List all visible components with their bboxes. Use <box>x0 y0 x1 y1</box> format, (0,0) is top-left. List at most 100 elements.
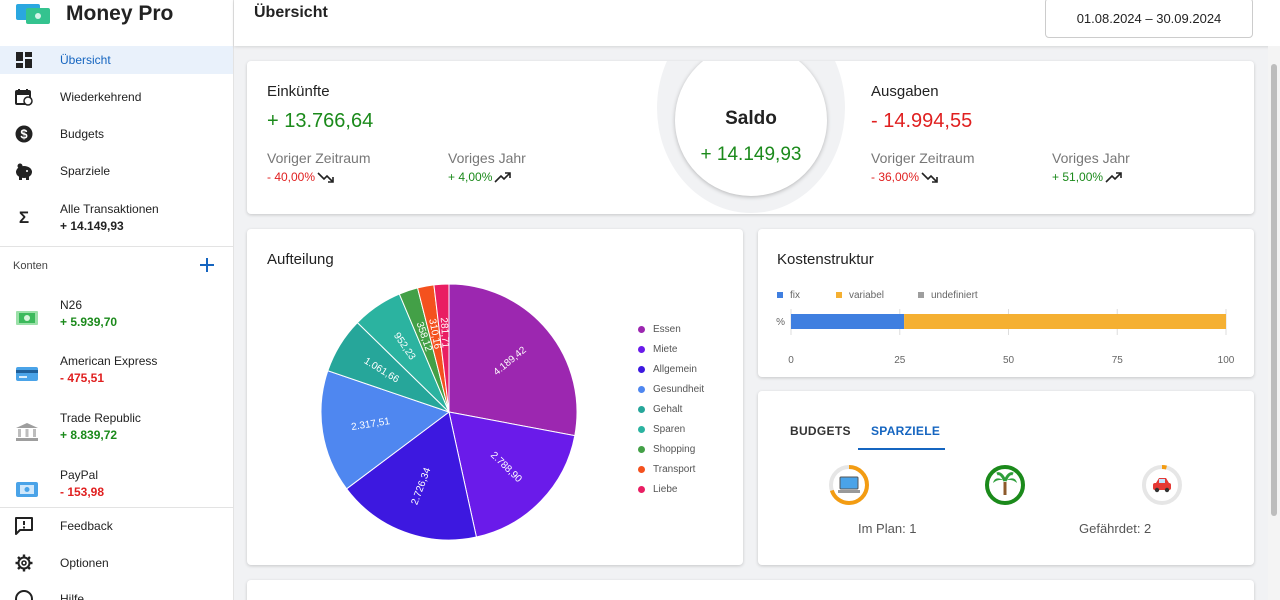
nav-item-overview[interactable]: Übersicht <box>0 46 233 74</box>
legend-swatch <box>638 366 645 373</box>
nav-item-recurring[interactable]: Wiederkehrend <box>0 84 233 110</box>
income-prev-year-change: + 4,00% <box>448 170 512 184</box>
account-balance: - 475,51 <box>60 371 105 385</box>
bar-segment-fix[interactable] <box>791 314 905 329</box>
pie-slice-allgemein[interactable] <box>345 411 478 541</box>
expenses-title: Ausgaben <box>871 83 939 100</box>
brand[interactable]: Money Pro <box>16 0 173 40</box>
dashboard-icon <box>14 50 34 70</box>
legend-label: Shopping <box>653 444 696 455</box>
y-category-label: % <box>776 317 785 328</box>
nav-item-help[interactable]: Hilfe <box>0 586 233 600</box>
scrollbar-thumb[interactable] <box>1271 64 1277 516</box>
account-name: N26 <box>60 298 83 312</box>
legend-item-miete[interactable]: Miete <box>638 344 677 355</box>
income-title: Einkünfte <box>267 83 330 100</box>
goals-card: BUDGETS SPARZIELE Im Plan: 1 Gefährdet: … <box>758 391 1254 565</box>
legend-item-gehalt[interactable]: Gehalt <box>638 404 682 415</box>
legend-item-essen[interactable]: Essen <box>638 324 681 335</box>
next-card <box>247 580 1254 600</box>
wallet-icon <box>16 480 38 497</box>
account-balance: - 153,98 <box>60 485 105 499</box>
legend-item-transport[interactable]: Transport <box>638 464 695 475</box>
nav-label: Feedback <box>60 519 113 533</box>
on-plan-count: Im Plan: 1 <box>858 521 917 536</box>
legend-item-shopping[interactable]: Shopping <box>638 444 695 455</box>
pie-slice-essen[interactable] <box>448 283 578 437</box>
top-bar: Übersicht 01.08.2024 – 30.09.2024 <box>234 0 1280 46</box>
plus-icon <box>200 258 214 272</box>
date-range-picker[interactable]: 01.08.2024 – 30.09.2024 <box>1045 0 1253 38</box>
x-tick-label: 25 <box>894 355 906 366</box>
dollar-circle-icon: $ <box>14 124 34 144</box>
svg-text:$: $ <box>20 127 28 142</box>
legend-label: Allgemein <box>653 364 697 375</box>
expenses-prev-year-label: Voriges Jahr <box>1052 150 1130 166</box>
divider <box>0 246 233 247</box>
account-name: PayPal <box>60 468 99 482</box>
goal-ring-progress[interactable] <box>829 465 869 505</box>
account-american-express[interactable]: American Express - 475,51 <box>0 346 233 402</box>
nav-label: Sparziele <box>60 164 111 178</box>
nav-item-all-transactions[interactable]: Σ Alle Transaktionen + 14.149,93 <box>0 196 233 236</box>
nav-item-options[interactable]: Optionen <box>0 550 233 576</box>
pie-slice-liebe[interactable] <box>433 283 450 413</box>
change-value: + 4,00% <box>448 170 493 184</box>
palm-tree-icon <box>993 472 1017 495</box>
legend-swatch <box>638 446 645 453</box>
nav-item-savings[interactable]: Sparziele <box>0 158 233 184</box>
nav-item-budgets[interactable]: $ Budgets <box>0 121 233 147</box>
balance-amount: + 14.149,93 <box>700 144 802 165</box>
legend-swatch <box>638 466 645 473</box>
cost-structure-chart: fix variabel undefiniert 0 25 50 75 100% <box>776 290 1235 366</box>
divider <box>0 507 233 508</box>
account-n26[interactable]: N26 + 5.939,70 <box>0 290 233 346</box>
trending-down-icon <box>317 172 334 183</box>
nav-item-feedback[interactable]: Feedback <box>0 513 233 539</box>
tab-budgets[interactable]: BUDGETS <box>790 424 851 438</box>
legend-label-undefiniert: undefiniert <box>931 290 978 301</box>
goal-ring-progress[interactable] <box>1142 465 1182 505</box>
sigma-icon: Σ <box>18 208 30 227</box>
x-tick-label: 50 <box>1003 355 1015 366</box>
account-name: American Express <box>60 354 158 368</box>
goal-ring-progress[interactable] <box>985 465 1025 505</box>
expenses-prev-period-change: - 36,00% <box>871 170 939 184</box>
all-transactions-total: + 14.149,93 <box>60 219 124 233</box>
bar-segment-variabel[interactable] <box>904 314 1226 329</box>
accounts-header: Konten <box>13 260 48 272</box>
legend-item-allgemein[interactable]: Allgemein <box>638 364 697 375</box>
trending-up-icon <box>494 172 512 183</box>
pie-slice-gesundheit[interactable] <box>320 370 451 490</box>
trending-down-icon <box>921 172 938 183</box>
nav-label: Budgets <box>60 127 105 141</box>
legend-swatch <box>638 486 645 493</box>
legend-item-gesundheit[interactable]: Gesundheit <box>638 384 704 395</box>
account-balance: + 5.939,70 <box>60 315 118 329</box>
income-amount: + 13.766,64 <box>267 110 374 132</box>
calendar-repeat-icon <box>14 87 34 107</box>
account-paypal[interactable]: PayPal - 153,98 <box>0 460 233 516</box>
add-account-button[interactable] <box>198 256 216 274</box>
legend-item-liebe[interactable]: Liebe <box>638 484 677 495</box>
piggy-bank-icon <box>14 161 34 181</box>
legend-label: Essen <box>653 324 681 335</box>
tab-savings-goals[interactable]: SPARZIELE <box>871 424 941 438</box>
x-tick-label: 75 <box>1112 355 1124 366</box>
legend-item-sparen[interactable]: Sparen <box>638 424 685 435</box>
pie-slice-miete[interactable] <box>448 411 576 538</box>
feedback-icon <box>14 516 34 536</box>
legend-label: Liebe <box>653 484 678 495</box>
expenses-prev-year-change: + 51,00% <box>1052 170 1123 184</box>
account-name: Trade Republic <box>60 411 141 425</box>
nav-label: Optionen <box>60 556 109 570</box>
scrollbar[interactable] <box>1268 46 1280 600</box>
account-trade-republic[interactable]: Trade Republic + 8.839,72 <box>0 403 233 459</box>
account-balance: + 8.839,72 <box>60 428 118 442</box>
change-value: - 36,00% <box>871 170 920 184</box>
nav-label: Hilfe <box>60 592 85 600</box>
income-prev-period-label: Voriger Zeitraum <box>267 150 371 166</box>
nav-label: Alle Transaktionen <box>60 202 159 216</box>
nav-label: Wiederkehrend <box>60 90 142 104</box>
legend-swatch <box>638 346 645 353</box>
